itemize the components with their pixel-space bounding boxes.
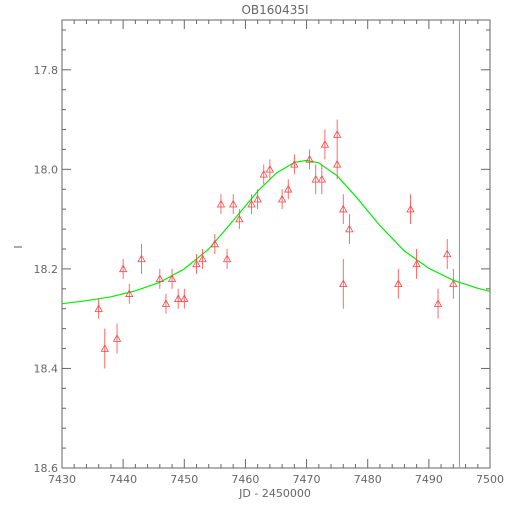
data-point — [433, 299, 443, 307]
y-tick-label: 18.4 — [34, 362, 59, 375]
plot-content — [61, 20, 491, 468]
x-tick-label: 7440 — [109, 473, 137, 486]
data-point — [112, 334, 122, 342]
data-point — [345, 224, 354, 233]
y-axis: 17.8 18.0 18.2 18.4 18.6 — [34, 29, 490, 475]
model-curve — [61, 159, 491, 305]
data-point — [100, 344, 109, 352]
data-point — [253, 194, 262, 203]
x-axis-label: JD - 2450000 — [238, 487, 311, 500]
data-point — [317, 174, 327, 183]
data-point — [216, 199, 226, 208]
data-point — [332, 130, 342, 138]
data-point — [311, 174, 320, 183]
data-point — [277, 194, 287, 203]
data-point — [161, 299, 171, 307]
data-point — [192, 259, 201, 268]
data-point — [167, 274, 177, 283]
data-point — [210, 239, 220, 248]
data-point — [222, 254, 232, 263]
x-tick-label: 7450 — [170, 473, 198, 486]
y-tick-label: 18.6 — [34, 462, 59, 475]
data-point — [305, 155, 314, 163]
x-axis: 7430 7440 7450 7460 7470 7480 7490 7500 — [48, 20, 504, 486]
x-tick-label: 7430 — [48, 473, 76, 486]
data-point — [94, 304, 103, 312]
data-point — [247, 199, 256, 208]
data-point — [259, 169, 268, 178]
data-point — [173, 294, 183, 302]
x-tick-label: 7480 — [354, 473, 382, 486]
plot-frame — [61, 19, 491, 469]
x-tick-label: 7460 — [231, 473, 259, 486]
data-point — [443, 249, 452, 258]
data-point — [290, 160, 299, 168]
x-tick-label: 7490 — [415, 473, 443, 486]
data-point — [284, 184, 293, 193]
data-point — [137, 254, 146, 263]
y-tick-label: 17.8 — [34, 64, 59, 77]
data-point — [229, 199, 238, 208]
data-point — [320, 140, 330, 148]
data-point — [235, 214, 244, 223]
data-point — [180, 294, 189, 302]
y-axis-label: I — [12, 245, 25, 248]
data-point — [118, 264, 128, 273]
chart-title: OB160435I — [241, 3, 308, 17]
x-tick-label: 7500 — [476, 473, 504, 486]
data-point — [412, 259, 421, 268]
data-point — [449, 279, 458, 288]
data-point — [394, 279, 403, 288]
data-point — [125, 289, 134, 297]
y-tick-label: 18.0 — [34, 163, 59, 176]
data-point — [339, 279, 348, 288]
data-point — [406, 204, 415, 213]
data-point — [265, 165, 275, 173]
data-point — [339, 204, 348, 213]
x-tick-label: 7470 — [293, 473, 321, 486]
data-point — [332, 160, 342, 168]
y-tick-label: 18.2 — [34, 263, 59, 276]
data-point — [198, 254, 207, 263]
data-point — [155, 274, 165, 283]
